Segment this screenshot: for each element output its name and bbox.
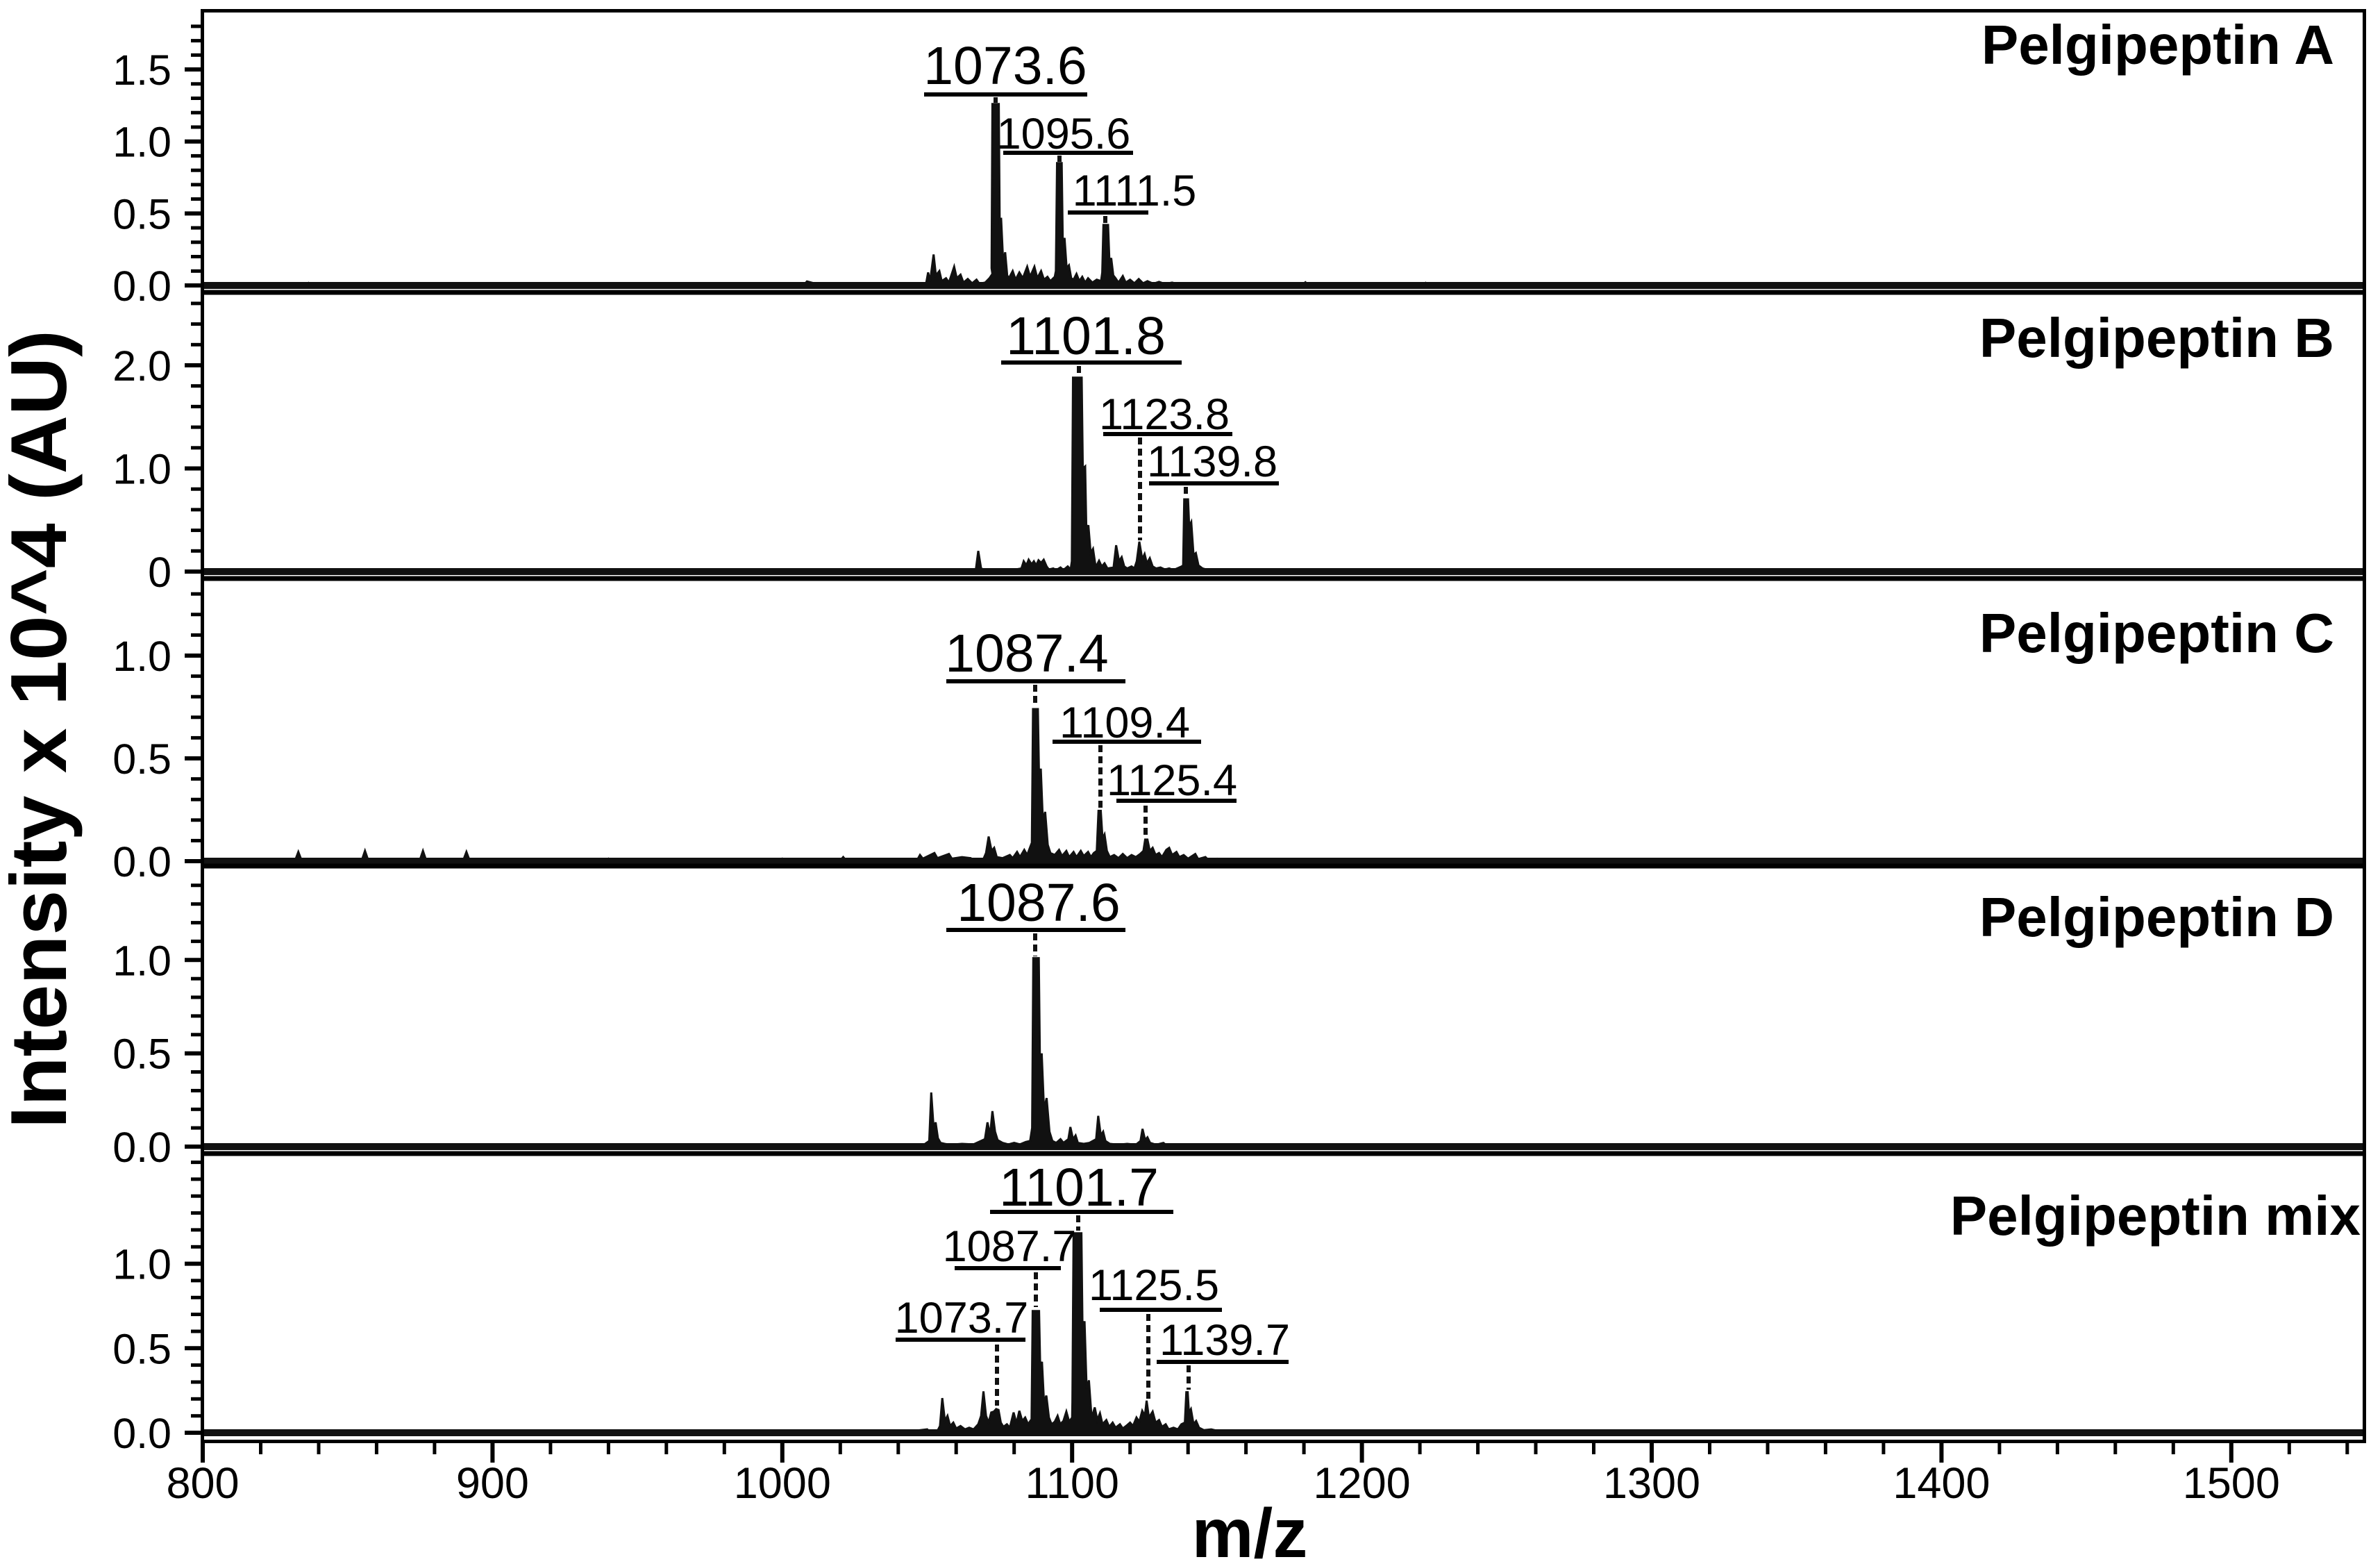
svg-text:Pelgipeptin B: Pelgipeptin B [1979,307,2334,369]
svg-text:1.0: 1.0 [112,1241,171,1288]
svg-text:2.0: 2.0 [112,342,171,390]
svg-text:1.0: 1.0 [112,446,171,493]
svg-text:1087.6: 1087.6 [957,873,1121,933]
svg-text:1.0: 1.0 [112,119,171,166]
svg-text:1300: 1300 [1603,1459,1700,1508]
svg-text:1139.7: 1139.7 [1159,1316,1290,1365]
svg-text:1500: 1500 [2183,1459,2280,1508]
svg-text:1123.8: 1123.8 [1099,390,1230,439]
svg-text:0.0: 0.0 [112,838,171,885]
svg-text:1111.5: 1111.5 [1073,167,1197,215]
svg-text:1101.7: 1101.7 [999,1158,1159,1217]
svg-text:1109.4: 1109.4 [1059,699,1190,747]
svg-text:1.5: 1.5 [112,47,171,94]
svg-text:Pelgipeptin A: Pelgipeptin A [1981,14,2334,76]
svg-text:1073.6: 1073.6 [923,36,1087,96]
svg-text:m/z: m/z [1192,1495,1308,1564]
svg-text:1139.8: 1139.8 [1147,438,1277,486]
svg-text:1.0: 1.0 [112,633,171,680]
svg-text:1087.4: 1087.4 [945,624,1109,683]
svg-text:1125.4: 1125.4 [1107,756,1237,805]
svg-text:1073.7: 1073.7 [895,1294,1029,1342]
svg-text:0.5: 0.5 [112,735,171,783]
svg-text:0.0: 0.0 [112,1410,171,1457]
svg-text:0: 0 [148,549,171,596]
svg-text:1087.7: 1087.7 [943,1222,1077,1271]
svg-text:1400: 1400 [1893,1459,1990,1508]
svg-text:Intensity x 10^4 (AU): Intensity x 10^4 (AU) [0,330,83,1129]
svg-text:0.5: 0.5 [112,1031,171,1078]
svg-text:1100: 1100 [1025,1459,1118,1508]
svg-text:Pelgipeptin mix: Pelgipeptin mix [1950,1185,2361,1247]
svg-text:0.5: 0.5 [112,190,171,238]
svg-text:1.0: 1.0 [112,937,171,984]
svg-text:0.0: 0.0 [112,1124,171,1171]
svg-text:1200: 1200 [1314,1459,1411,1508]
svg-text:1125.5: 1125.5 [1089,1261,1219,1310]
svg-text:1095.6: 1095.6 [997,110,1131,158]
svg-text:Pelgipeptin D: Pelgipeptin D [1979,886,2334,948]
svg-text:0.5: 0.5 [112,1325,171,1372]
svg-text:900: 900 [456,1459,529,1508]
svg-text:800: 800 [166,1459,239,1508]
svg-text:Pelgipeptin C: Pelgipeptin C [1979,602,2334,664]
svg-text:0.0: 0.0 [112,263,171,310]
svg-text:1101.8: 1101.8 [1006,306,1166,366]
svg-text:1000: 1000 [734,1459,831,1508]
